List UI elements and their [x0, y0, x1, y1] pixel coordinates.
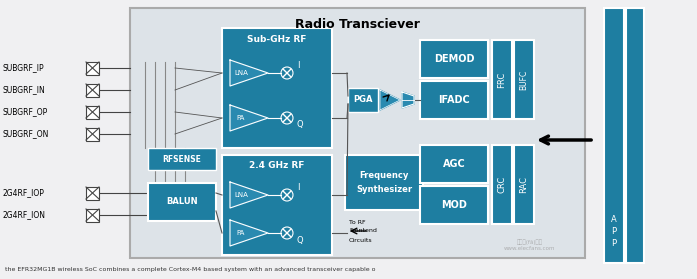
Text: P: P: [611, 239, 617, 249]
Circle shape: [281, 67, 293, 79]
Bar: [222, 28, 332, 148]
Polygon shape: [230, 105, 268, 131]
Text: 2G4RF_IOP: 2G4RF_IOP: [3, 189, 45, 198]
Text: PA: PA: [237, 230, 245, 236]
Circle shape: [281, 112, 293, 124]
Bar: [492, 40, 512, 119]
Text: RAC: RAC: [519, 176, 528, 193]
Text: Frontend: Frontend: [349, 229, 377, 234]
Bar: [130, 8, 585, 258]
Circle shape: [281, 227, 293, 239]
Text: LNA: LNA: [234, 192, 248, 198]
Text: P: P: [611, 227, 617, 237]
Bar: [86, 106, 99, 119]
Text: PA: PA: [237, 115, 245, 121]
Text: Sub-GHz RF: Sub-GHz RF: [247, 35, 307, 44]
Polygon shape: [230, 220, 268, 246]
Polygon shape: [230, 60, 268, 86]
Text: LNA: LNA: [234, 70, 248, 76]
Bar: [492, 145, 512, 224]
Text: the EFR32MG1B wireless SoC combines a complete Cortex-M4 based system with an ad: the EFR32MG1B wireless SoC combines a co…: [5, 267, 376, 272]
Bar: [148, 148, 216, 170]
Text: 2.4 GHz RF: 2.4 GHz RF: [250, 162, 305, 170]
Bar: [148, 183, 216, 221]
Text: FRC: FRC: [498, 71, 507, 88]
Text: SUBGRF_ON: SUBGRF_ON: [3, 129, 49, 138]
Text: SUBGRF_IN: SUBGRF_IN: [3, 85, 46, 95]
Bar: [420, 186, 488, 224]
Text: Synthesizer: Synthesizer: [356, 185, 412, 194]
Text: AGC: AGC: [443, 159, 466, 169]
Text: I: I: [297, 61, 300, 71]
Text: Q: Q: [297, 235, 304, 244]
Text: RFSENSE: RFSENSE: [162, 155, 201, 163]
Text: Circuits: Circuits: [349, 237, 373, 242]
Bar: [604, 8, 624, 263]
Text: Frequency: Frequency: [360, 171, 408, 180]
Text: 電子發(fā)燒友
www.elecfans.com: 電子發(fā)燒友 www.elecfans.com: [504, 239, 556, 251]
Bar: [514, 145, 534, 224]
Bar: [86, 128, 99, 141]
Text: To RF: To RF: [349, 220, 366, 225]
Text: SUBGRF_OP: SUBGRF_OP: [3, 107, 48, 117]
Text: Radio Transciever: Radio Transciever: [295, 18, 420, 30]
Circle shape: [281, 189, 293, 201]
Bar: [420, 81, 488, 119]
Text: CRC: CRC: [498, 176, 507, 193]
Polygon shape: [402, 92, 414, 108]
Bar: [420, 145, 488, 183]
Polygon shape: [380, 90, 400, 110]
Bar: [222, 155, 332, 255]
Bar: [86, 62, 99, 75]
Text: PGA: PGA: [353, 95, 373, 105]
Text: Q: Q: [297, 121, 304, 129]
Text: MOD: MOD: [441, 200, 467, 210]
Text: I: I: [297, 184, 300, 193]
Bar: [348, 88, 378, 112]
Bar: [86, 209, 99, 222]
Text: BALUN: BALUN: [166, 198, 198, 206]
Text: IFADC: IFADC: [438, 95, 470, 105]
Text: A: A: [611, 215, 617, 225]
Text: 2G4RF_ION: 2G4RF_ION: [3, 210, 46, 220]
Bar: [86, 187, 99, 200]
Text: SUBGRF_IP: SUBGRF_IP: [3, 64, 45, 73]
Text: DEMOD: DEMOD: [434, 54, 474, 64]
Text: BUFC: BUFC: [519, 69, 528, 90]
Bar: [514, 40, 534, 119]
Bar: [420, 40, 488, 78]
Polygon shape: [230, 182, 268, 208]
Bar: [86, 84, 99, 97]
Bar: [345, 155, 423, 210]
Bar: [626, 8, 644, 263]
